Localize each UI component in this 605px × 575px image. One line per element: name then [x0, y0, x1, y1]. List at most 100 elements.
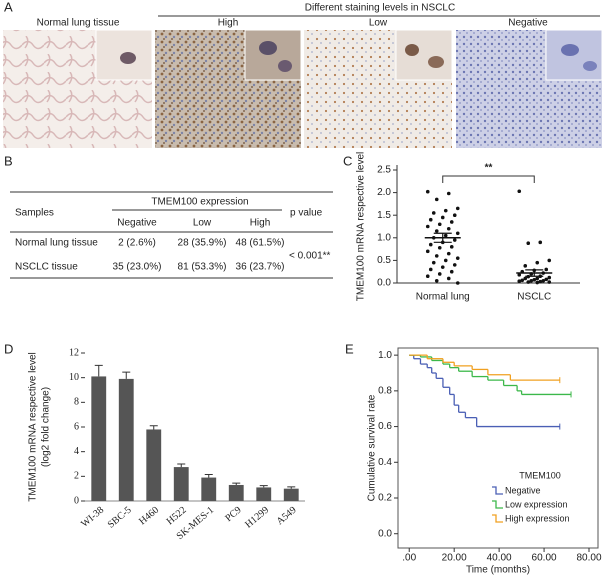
y-axis-label: (log2 fold change)	[41, 387, 52, 467]
y-tick-label: 0.2	[378, 493, 392, 504]
image-label: Negative	[508, 18, 548, 29]
image-label: Low	[369, 18, 388, 29]
data-point	[431, 211, 436, 215]
data-point	[443, 208, 448, 213]
y-tick-label: 0.4	[378, 457, 392, 468]
table: TMEM100 expression Samples p value Negat…	[10, 191, 333, 279]
y-axis-label: Cumulative survival rate	[367, 394, 378, 501]
legend-swatch	[492, 486, 503, 495]
legend-swatch	[492, 500, 503, 509]
cell: 36 (23.7%)	[236, 262, 285, 273]
data-point	[446, 226, 451, 231]
panel-label: A	[4, 0, 13, 14]
significance-bracket	[442, 175, 535, 183]
cell: NSCLC tissue	[15, 262, 78, 273]
x-tick-label: 20.00	[442, 553, 467, 564]
error-bar	[122, 371, 131, 379]
cell: Normal lung tissue	[15, 238, 98, 249]
x-tick-label: PC9	[223, 505, 243, 525]
data-point	[446, 276, 451, 281]
data-point	[547, 258, 552, 263]
data-point	[526, 280, 531, 284]
data-point	[523, 264, 528, 268]
data-point	[425, 249, 430, 254]
data-point	[434, 254, 439, 258]
x-tick-label: Normal lung	[416, 292, 470, 303]
x-tick-label: NSCLC	[517, 292, 551, 303]
data-point	[431, 260, 436, 265]
error-bar	[149, 425, 158, 430]
bar	[91, 376, 107, 501]
data-point	[449, 269, 454, 274]
y-tick-label: 0.0	[377, 278, 391, 289]
data-point	[455, 281, 460, 285]
data-point	[535, 276, 540, 281]
x-axis-label: Time (months)	[466, 565, 530, 575]
data-point	[440, 215, 445, 220]
cell	[259, 41, 277, 55]
data-point	[544, 267, 549, 272]
y-axis-label: TMEM100 mRNA respective level	[28, 352, 39, 502]
p-header: p value	[290, 208, 323, 219]
y-tick-label: 0.6	[378, 421, 392, 432]
error-bar	[177, 463, 186, 468]
legend-swatch	[492, 514, 503, 523]
data-point	[437, 222, 442, 227]
data-point	[428, 217, 433, 222]
micrographs	[3, 29, 603, 148]
y-tick-label: 1.0	[378, 350, 392, 361]
data-point	[428, 242, 433, 247]
x-tick-label: SBC-5	[106, 505, 134, 531]
panel-label: D	[4, 341, 13, 356]
cell	[120, 52, 136, 64]
data-point	[455, 256, 460, 260]
bar	[256, 487, 272, 501]
inset	[244, 29, 302, 81]
cell: 35 (23.0%)	[113, 262, 162, 273]
x-tick-label: .00	[402, 553, 416, 564]
image-label: Normal lung tissue	[37, 18, 120, 29]
data-point	[452, 238, 457, 242]
y-tick-label: 6	[74, 421, 79, 432]
data-point	[455, 231, 460, 236]
cell: 28 (35.9%)	[178, 238, 227, 249]
x-tick-label: H1299	[243, 505, 271, 531]
data-point	[428, 267, 433, 272]
legend-title: TMEM100	[519, 470, 561, 480]
column-header: Negative	[117, 218, 157, 229]
data-point	[452, 263, 457, 267]
x-tick-label: WI-38	[79, 505, 106, 530]
data-point	[443, 258, 448, 263]
x-tick-label: 40.00	[487, 553, 512, 564]
data-point	[517, 273, 522, 277]
cell	[428, 56, 444, 68]
bar	[283, 488, 299, 501]
data-point	[517, 279, 522, 283]
data-point	[455, 206, 460, 211]
cell	[405, 44, 419, 56]
data-point	[538, 240, 543, 245]
legend-label: Low expression	[505, 499, 568, 509]
data-point	[446, 251, 451, 256]
column-header: High	[250, 218, 271, 229]
y-tick-label: 10	[69, 372, 79, 383]
data-point	[547, 275, 552, 280]
y-axis-label: TMEM100 mRNA respective level	[356, 152, 367, 302]
cell	[278, 60, 292, 72]
data-point	[437, 245, 442, 250]
image-label: High	[218, 18, 239, 29]
cell	[561, 44, 579, 56]
data-point	[449, 245, 454, 249]
data-point	[446, 191, 451, 196]
data-point	[535, 260, 540, 265]
cell: 81 (53.3%)	[178, 262, 227, 273]
column-header: Low	[193, 218, 212, 229]
data-point	[544, 277, 549, 282]
bar	[146, 429, 162, 501]
data-point	[425, 224, 430, 229]
data-point	[434, 197, 439, 202]
x-tick-label: 60.00	[532, 553, 557, 564]
legend-label: Negative	[505, 485, 541, 495]
data-point	[535, 280, 540, 285]
